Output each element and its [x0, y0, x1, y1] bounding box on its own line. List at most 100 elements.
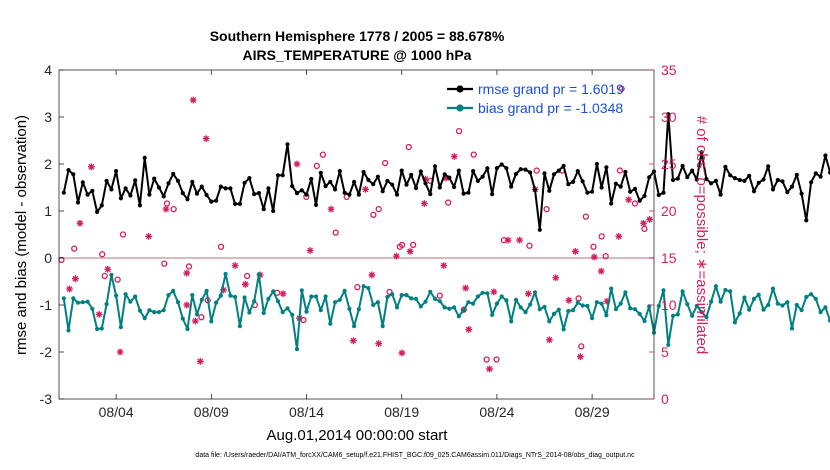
bias-point [680, 289, 685, 294]
bias-point [537, 307, 542, 312]
obs-assimilated-point [576, 353, 584, 361]
rmse-point [280, 173, 285, 178]
rmse-point [523, 167, 528, 172]
rmse-point [204, 192, 209, 198]
rmse-point [271, 208, 276, 214]
bias-point [328, 321, 333, 326]
rmse-point [228, 186, 233, 191]
bias-point [109, 272, 114, 277]
bias-point [290, 312, 295, 317]
rmse-point [447, 175, 452, 180]
bias-point [123, 292, 128, 297]
rmse-point [194, 191, 200, 196]
rmse-point [133, 178, 138, 183]
obs-possible-point [641, 225, 648, 233]
bias-point [423, 299, 428, 304]
rmse-point [190, 179, 195, 184]
rmse-point [613, 181, 619, 186]
bias-point [218, 293, 223, 298]
bias-point [399, 293, 404, 298]
rmse-point [675, 176, 680, 181]
rmse-point [737, 177, 742, 183]
y-left-tick-label: 3 [44, 109, 52, 125]
rmse-point [161, 194, 166, 199]
bias-point [813, 296, 818, 301]
rmse-point [333, 187, 338, 192]
bias-point [804, 294, 809, 300]
obs-assimilated-point [220, 286, 227, 294]
obs-assimilated-point [327, 205, 335, 213]
rmse-point [799, 191, 804, 196]
bias-point [337, 297, 342, 302]
obs-possible-point [543, 205, 550, 213]
obs-assimilated-point [462, 284, 470, 292]
rmse-point [599, 185, 604, 190]
rmse-point [490, 192, 495, 197]
rmse-point [90, 188, 95, 193]
obs-assimilated-point [546, 336, 553, 344]
obs-possible-point [243, 272, 251, 280]
rmse-point [366, 177, 371, 183]
bias-point [352, 324, 357, 329]
bias-point [366, 286, 371, 291]
bias-point [623, 290, 628, 295]
obs-assimilated-point [279, 290, 287, 298]
rmse-point [461, 191, 466, 196]
obs-possible-point [602, 252, 609, 260]
rmse-point [575, 169, 580, 174]
rmse-point [499, 162, 504, 167]
rmse-point [142, 155, 147, 160]
rmse-point [632, 186, 638, 191]
bias-point [704, 315, 709, 320]
bias-point [670, 313, 676, 318]
bias-point [294, 347, 300, 352]
bias-point [342, 288, 347, 293]
rmse-series [61, 112, 830, 232]
y-right-tick-label: 5 [661, 344, 669, 360]
bias-point [285, 306, 290, 311]
obs-assimilated-point [486, 365, 493, 373]
y-axis-left-label: rmse and bias (model - observation) [13, 115, 30, 355]
obs-assimilated-point [116, 348, 124, 356]
obs-assimilated-point [306, 247, 314, 254]
bias-point [761, 307, 766, 312]
bias-point [452, 305, 457, 310]
obs-assimilated-markers [66, 96, 654, 373]
bias-point [185, 326, 190, 332]
obs-possible-point [526, 242, 533, 249]
rmse-point [309, 176, 314, 182]
obs-assimilated-point [590, 253, 598, 261]
left-y-axis-ticks: -3 -2 -1 0 1 2 3 4 [40, 62, 64, 407]
rmse-point [756, 180, 761, 185]
rmse-point [347, 192, 352, 197]
obs-assimilated-point [196, 358, 204, 365]
obs-possible-point [354, 283, 361, 291]
bias-point [142, 316, 147, 321]
bias-point [95, 326, 100, 332]
bias-point [190, 293, 195, 298]
obs-possible-point [618, 85, 625, 92]
y-right-tick-label: 0 [661, 391, 669, 407]
rmse-point [804, 218, 809, 223]
rmse-point [242, 180, 247, 185]
obs-possible-point [631, 200, 639, 207]
rmse-point [114, 169, 119, 174]
bias-series [61, 271, 830, 352]
bias-point [485, 291, 490, 296]
obs-assimilated-point [450, 153, 458, 160]
bias-point [456, 314, 461, 319]
bias-point [656, 303, 661, 308]
obs-assimilated-point [490, 288, 498, 296]
obs-possible-point [198, 314, 205, 321]
rmse-point [328, 179, 333, 184]
rmse-point [313, 202, 319, 207]
x-axis-ticks: 08/04 08/09 08/14 08/19 08/24 08/29 [99, 70, 610, 420]
obs-possible-point [313, 162, 320, 170]
bias-point [466, 300, 471, 305]
rmse-point [571, 179, 576, 184]
rmse-point [147, 192, 152, 197]
legend-rmse-marker [456, 85, 464, 93]
obs-possible-point [375, 205, 382, 213]
bias-point [732, 320, 738, 325]
rmse-point [437, 185, 442, 190]
